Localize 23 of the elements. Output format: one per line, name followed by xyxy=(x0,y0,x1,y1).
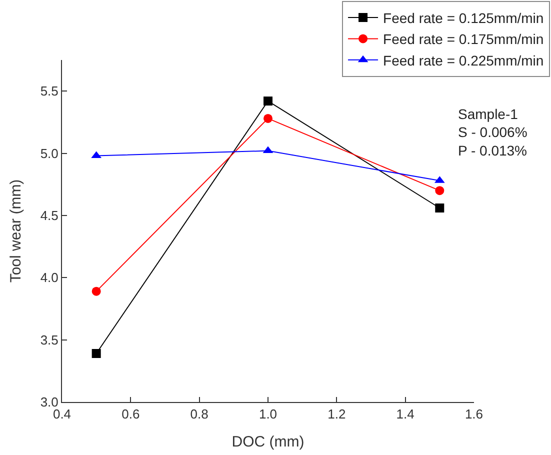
y-axis-title: Tool wear (mm) xyxy=(8,179,25,283)
y-tick-label: 4.0 xyxy=(40,270,58,286)
y-tick-label: 3.5 xyxy=(40,332,58,348)
x-tick-label: 1.6 xyxy=(464,406,484,422)
point xyxy=(92,349,101,358)
x-tick-label: 1.0 xyxy=(258,406,278,422)
y-tick-label: 5.5 xyxy=(40,84,58,99)
point xyxy=(435,186,444,196)
x-axis-title: DOC (mm) xyxy=(232,434,304,451)
legend-label: Feed rate = 0.225mm/min xyxy=(383,52,544,68)
x-tick-label: 1.4 xyxy=(396,406,414,422)
legend-label: Feed rate = 0.175mm/min xyxy=(383,31,544,48)
y-tick-label: 5.0 xyxy=(40,146,58,161)
y-tick-label: 4.5 xyxy=(40,208,58,223)
x-tick-label: 0.8 xyxy=(190,406,208,422)
x-tick-label: 0.6 xyxy=(122,406,140,422)
point xyxy=(92,286,101,296)
point xyxy=(263,114,272,123)
annotation: Sample-1 S - 0.006% P - 0.013% xyxy=(458,106,528,158)
x-tick-label: 1.2 xyxy=(328,406,346,422)
point xyxy=(263,96,272,106)
legend-label: Feed rate = 0.125mm/min xyxy=(383,10,544,26)
point xyxy=(435,203,444,212)
